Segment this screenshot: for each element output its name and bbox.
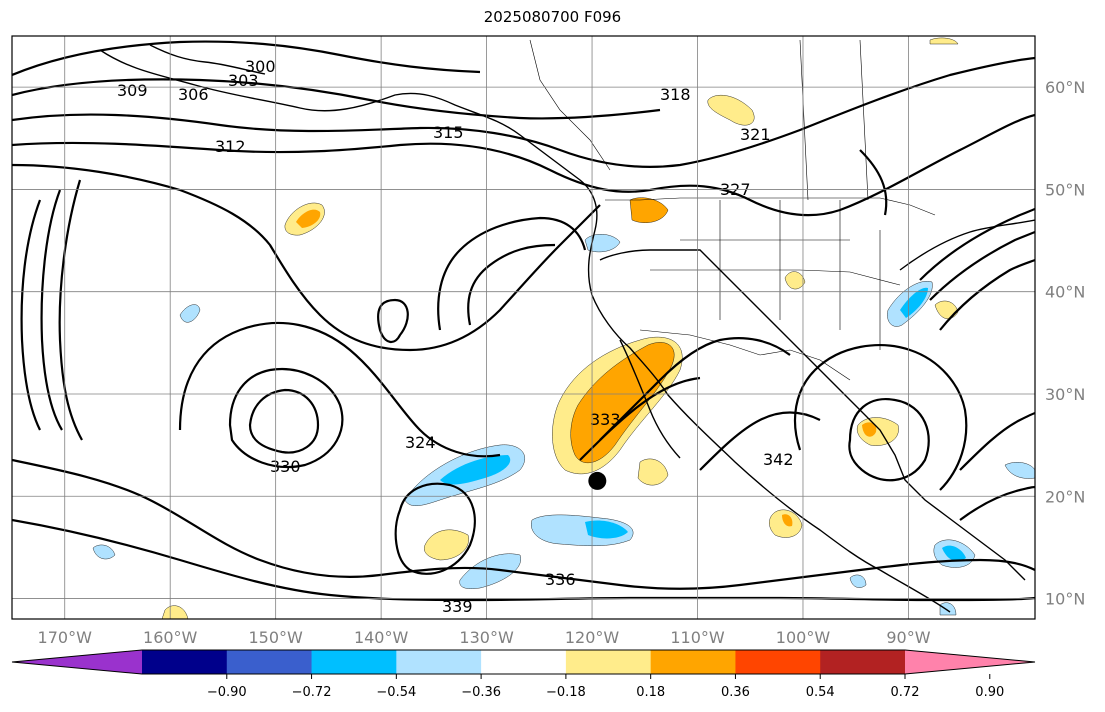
- latitude-label: 10°N: [1045, 590, 1085, 609]
- colorbar-tick-label: −0.36: [461, 685, 501, 700]
- colorbar-segment: [481, 650, 567, 674]
- longitude-label: 110°W: [670, 628, 725, 647]
- contour-label: 303: [228, 71, 259, 90]
- longitude-label: 120°W: [565, 628, 620, 647]
- colorbar-tick-label: −0.90: [207, 685, 247, 700]
- map-frame: [11, 35, 1036, 620]
- longitude-label: 130°W: [459, 628, 514, 647]
- longitude-label: 170°W: [38, 628, 93, 647]
- colorbar-outline: [11, 649, 1036, 675]
- latitude-label: 60°N: [1045, 78, 1085, 97]
- colorbar: −0.90 −0.72 −0.54 −0.36 −0.18 0.18 0.36 0.54 0.7…: [11, 649, 1036, 700]
- coastlines: [99, 44, 1035, 613]
- map-plot-area: 300 303 306 309 312 315 318 321 324 327 …: [12, 36, 1035, 619]
- contour-label: 339: [442, 597, 473, 616]
- colorbar-extend-high: [905, 650, 1035, 674]
- plot-background: [12, 36, 1035, 619]
- storm-center-marker: [588, 471, 607, 490]
- contour-label: 300: [245, 57, 276, 76]
- contour-label: 312: [215, 137, 246, 156]
- map-gridlines: [12, 36, 1035, 619]
- colorbar-segment: [311, 650, 397, 674]
- contour-label: 324: [405, 433, 436, 452]
- latitude-tick-labels: 10°N 20°N 30°N 40°N 50°N 60°N: [1045, 78, 1085, 608]
- contour-label: 315: [433, 123, 464, 142]
- contour-label-group: 300 303 306 309 312 315 318 321 324 327 …: [117, 57, 794, 616]
- colorbar-segment: [820, 650, 906, 674]
- longitude-label: 160°W: [143, 628, 198, 647]
- contour-label: 336: [545, 570, 576, 589]
- contour-label: 342: [763, 450, 794, 469]
- colorbar-tick-label: 0.90: [975, 685, 1004, 700]
- colorbar-tick-label: 0.54: [806, 685, 835, 700]
- longitude-label: 100°W: [776, 628, 831, 647]
- contour-label: 330: [270, 457, 301, 476]
- colorbar-segment: [565, 650, 652, 674]
- political-borders: [529, 39, 936, 381]
- latitude-label: 40°N: [1045, 283, 1085, 302]
- colorbar-tick-label: −0.18: [546, 685, 586, 700]
- map-title: 2025080700 F096: [483, 8, 622, 26]
- colorbar-tick-label: 0.36: [721, 685, 750, 700]
- contour-label: 333: [590, 410, 621, 429]
- colorbar-tick-label: 0.72: [891, 685, 920, 700]
- longitude-label: 150°W: [248, 628, 303, 647]
- colorbar-tick-label: −0.54: [376, 685, 416, 700]
- colorbar-segment: [142, 650, 228, 674]
- colorbar-segment: [735, 650, 821, 674]
- latitude-label: 30°N: [1045, 385, 1085, 404]
- contour-label: 318: [660, 85, 691, 104]
- colorbar-tick-label: 0.18: [636, 685, 665, 700]
- colorbar-extend-low: [12, 650, 142, 674]
- colorbar-segment: [396, 650, 482, 674]
- latitude-label: 20°N: [1045, 487, 1085, 506]
- colorbar-tick-label: −0.72: [292, 685, 332, 700]
- longitude-tick-labels: 170°W 160°W 150°W 140°W 130°W 120°W 110°W 100°W…: [38, 628, 931, 647]
- shaded-negative-regions: [92, 234, 1035, 616]
- latitude-label: 50°N: [1045, 180, 1085, 199]
- contour-label: 321: [740, 125, 771, 144]
- contour-label: 306: [178, 85, 209, 104]
- contour-label: 309: [117, 81, 148, 100]
- colorbar-segment: [650, 650, 736, 674]
- colorbar-segment: [226, 650, 313, 674]
- longitude-label: 140°W: [354, 628, 409, 647]
- longitude-label: 90°W: [886, 628, 930, 647]
